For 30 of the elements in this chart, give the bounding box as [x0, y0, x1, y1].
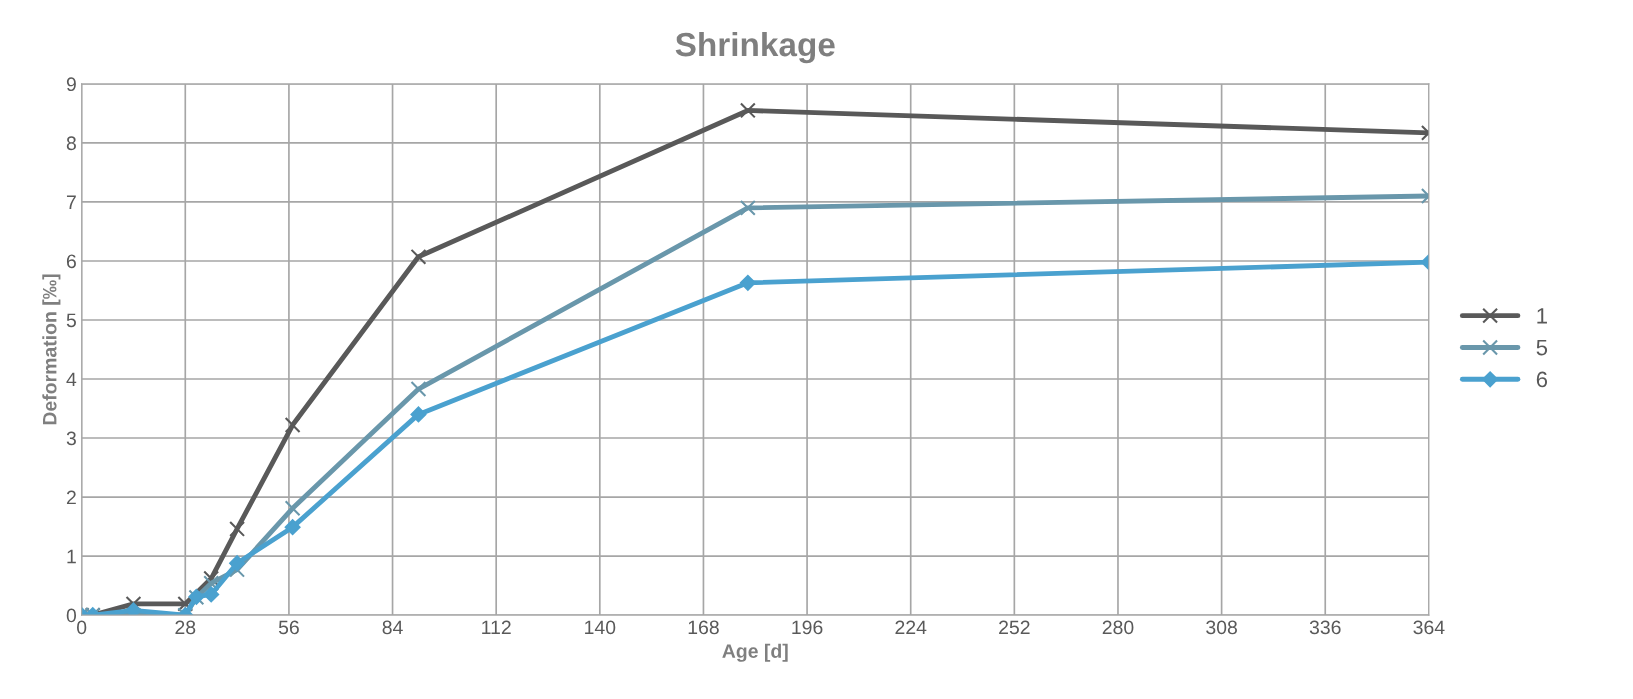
y-tick-label: 0 [66, 608, 77, 623]
x-tick-label: 84 [382, 620, 403, 635]
x-tick-label: 224 [895, 620, 927, 635]
y-tick-label: 2 [66, 490, 76, 505]
y-tick-label: 7 [66, 195, 76, 209]
legend-label: 1 [1537, 308, 1547, 324]
y-axis-title: Deformation [‰] [42, 274, 61, 425]
y-tick-label: 5 [66, 313, 76, 328]
y-tick-label: 9 [66, 77, 76, 92]
y-tick-label: 3 [66, 431, 76, 446]
x-tick-label: 56 [278, 620, 299, 635]
legend-label: 6 [1536, 371, 1548, 388]
x-tick-label: 196 [792, 620, 823, 635]
legend-label: 5 [1536, 339, 1548, 356]
x-tick-label: 28 [175, 620, 196, 635]
x-tick-label: 252 [999, 620, 1030, 635]
x-tick-label: 168 [688, 620, 719, 635]
y-tick-label: 1 [67, 549, 76, 564]
x-tick-label: 112 [482, 620, 511, 635]
y-tick-label: 4 [66, 372, 77, 387]
x-tick-label: 140 [585, 620, 616, 635]
chart-title: Shrinkage [675, 31, 835, 64]
x-axis-title: Age [d] [722, 643, 788, 662]
x-tick-label: 364 [1413, 620, 1445, 635]
x-tick-label: 336 [1309, 620, 1341, 635]
x-tick-label: 308 [1206, 620, 1237, 635]
y-tick-label: 6 [66, 254, 76, 269]
x-tick-label: 0 [77, 620, 87, 635]
x-tick-label: 280 [1102, 620, 1134, 635]
y-tick-label: 8 [66, 136, 76, 151]
